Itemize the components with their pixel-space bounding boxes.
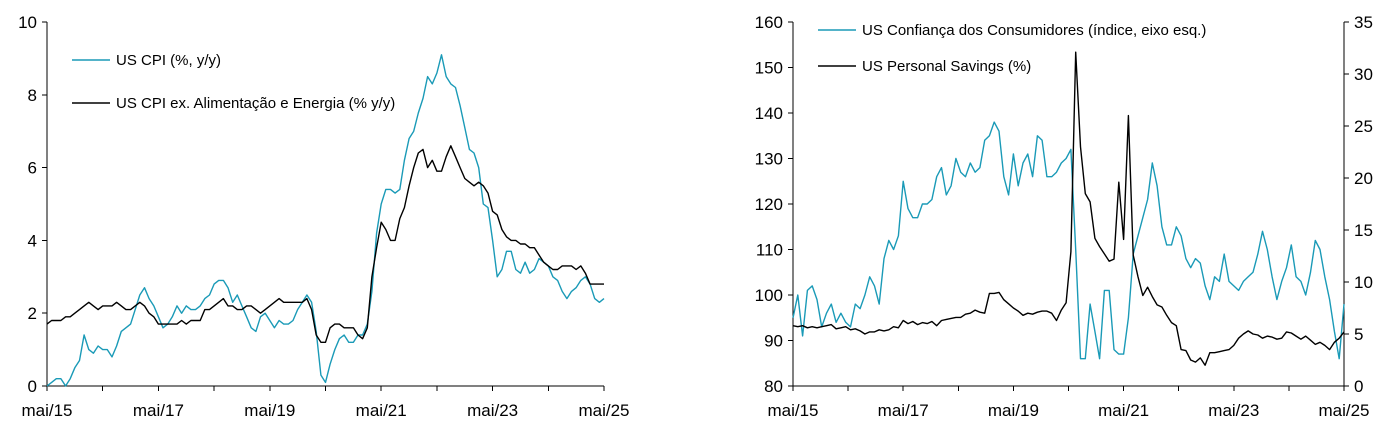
x-tick-label: mai/17 — [133, 401, 184, 420]
y-tick-label: 130 — [755, 150, 783, 169]
y2-tick-label: 35 — [1354, 13, 1373, 32]
y-tick-label: 100 — [755, 286, 783, 305]
legend-label-1: US Confiança dos Consumidores (índice, e… — [862, 22, 1206, 39]
x-tick-label: mai/17 — [878, 401, 929, 420]
y2-tick-label: 25 — [1354, 117, 1373, 136]
y-tick-label: 4 — [28, 231, 37, 250]
chart-1: 0 2 4 6 8 10 mai/15 mai/17 mai/19 mai/21 mai/23 mai… — [18, 13, 629, 420]
y2-tick-label: 0 — [1354, 377, 1363, 396]
y-tick-label: 80 — [764, 377, 783, 396]
x-tick-label: mai/19 — [988, 401, 1039, 420]
x-tick-label: mai/19 — [244, 401, 295, 420]
chart-2: 80 90 100 110 120 130 140 150 160 0 5 10 15 20 25 30 35 m… — [755, 13, 1373, 420]
series-line-1 — [46, 54, 605, 387]
series-line-2 — [792, 51, 1345, 366]
y-tick-label: 10 — [18, 13, 37, 32]
x-tick-label: mai/25 — [1318, 401, 1369, 420]
y2-tick-label: 5 — [1354, 325, 1363, 344]
y-tick-label: 90 — [764, 332, 783, 351]
y-tick-label: 110 — [756, 241, 783, 260]
x-tick-label: mai/23 — [467, 401, 518, 420]
y-tick-label: 150 — [755, 59, 783, 78]
y2-tick-label: 15 — [1354, 221, 1373, 240]
x-tick-label: mai/21 — [356, 401, 407, 420]
legend-label-2: US CPI ex. Alimentação e Energia (% y/y) — [116, 95, 395, 112]
x-tick-label: mai/25 — [578, 401, 629, 420]
legend-label-1: US CPI (%, y/y) — [116, 52, 221, 69]
x-tick-label: mai/23 — [1208, 401, 1259, 420]
y-tick-label: 120 — [755, 195, 783, 214]
y-tick-label: 6 — [28, 159, 37, 178]
y2-tick-label: 30 — [1354, 65, 1373, 84]
series-line-2 — [46, 145, 604, 343]
legend-label-2: US Personal Savings (%) — [862, 58, 1031, 75]
y-tick-label: 140 — [755, 104, 783, 123]
x-tick-label: mai/21 — [1098, 401, 1149, 420]
y-tick-label: 0 — [28, 377, 37, 396]
y-tick-label: 2 — [28, 304, 37, 323]
y-tick-label: 8 — [28, 86, 37, 105]
y-tick-label: 160 — [755, 13, 783, 32]
y2-tick-label: 10 — [1354, 273, 1373, 292]
y2-tick-label: 20 — [1354, 169, 1373, 188]
series-line-1 — [792, 121, 1345, 360]
x-tick-label: mai/15 — [767, 401, 818, 420]
x-tick-label: mai/15 — [21, 401, 72, 420]
